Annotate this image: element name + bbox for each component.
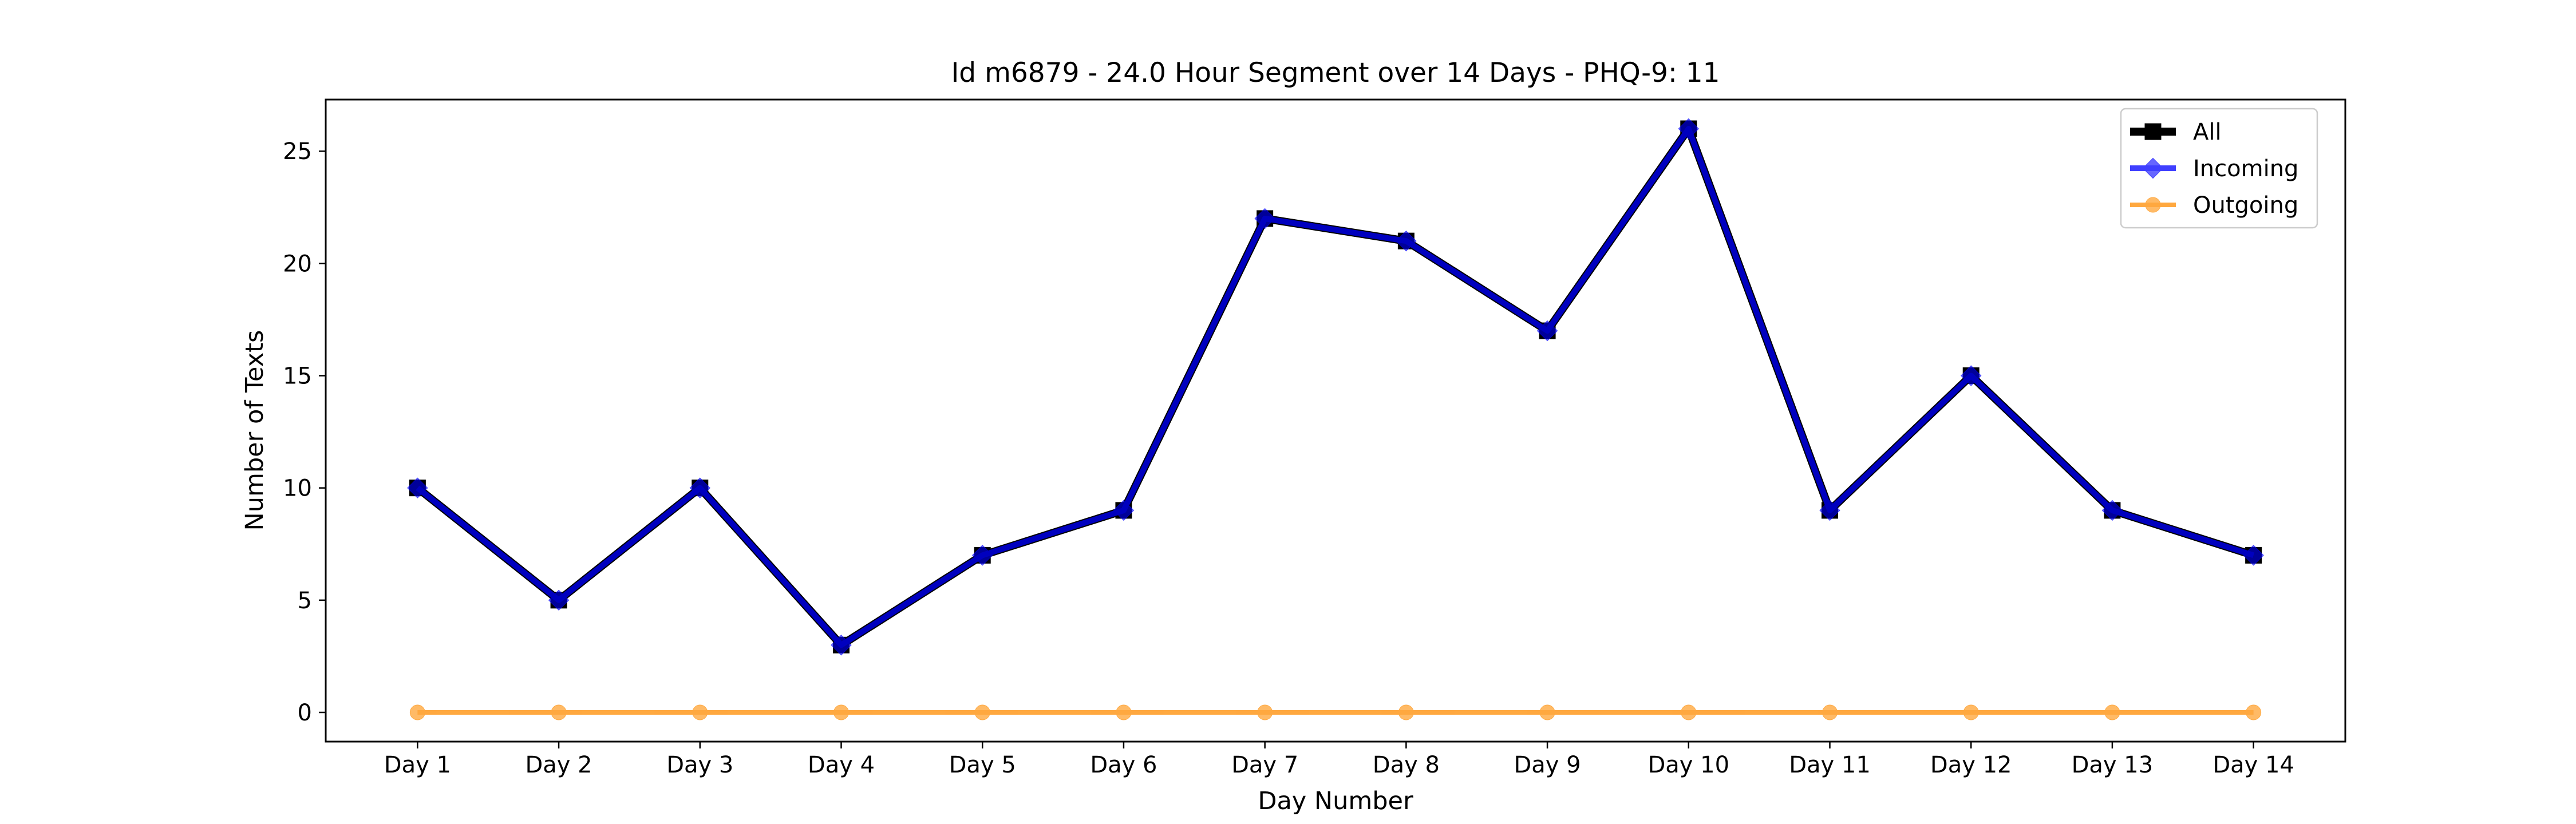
data-point-outgoing: [1116, 704, 1132, 720]
y-tick-label: 20: [283, 251, 312, 277]
x-tick-label: Day 3: [666, 752, 733, 778]
data-point-outgoing: [974, 704, 990, 720]
legend-swatch-incoming: [2130, 157, 2176, 179]
data-point-incoming: [407, 477, 428, 498]
x-tick-label: Day 7: [1231, 752, 1298, 778]
data-point-incoming: [1396, 230, 1417, 252]
data-point-outgoing: [2104, 704, 2120, 720]
legend-swatch-all: [2130, 123, 2176, 140]
y-tick-label: 10: [283, 476, 312, 502]
data-point-incoming: [1819, 500, 1840, 521]
legend-label-outgoing: Outgoing: [2193, 192, 2298, 219]
x-tick-label: Day 9: [1514, 752, 1581, 778]
data-point-incoming: [831, 635, 852, 656]
x-tick-label: Day 14: [2212, 752, 2294, 778]
series-line-incoming: [416, 126, 2255, 648]
series-line-all: [415, 125, 2255, 649]
x-tick-label: Day 8: [1373, 752, 1440, 778]
data-point-outgoing: [409, 704, 425, 720]
data-point-outgoing: [1822, 704, 1838, 720]
x-tick-label: Day 4: [808, 752, 875, 778]
data-point-outgoing: [833, 704, 850, 720]
data-point-outgoing: [692, 704, 708, 720]
data-point-incoming: [972, 545, 993, 566]
axes: Day 1 Day 2 Day 3 Day 4 Day 5 Day 6 Day 7 Day 8…: [283, 98, 2346, 778]
legend-marker-all: [2144, 123, 2162, 140]
series-incoming: [407, 118, 2264, 656]
data-point-outgoing: [2246, 704, 2262, 720]
data-point-outgoing: [551, 704, 567, 720]
x-tick-label: Day 13: [2072, 752, 2154, 778]
data-point-outgoing: [1257, 704, 1273, 720]
x-tick-label: Day 1: [384, 752, 451, 778]
x-tick-label: Day 5: [949, 752, 1016, 778]
x-tick-label: Day 10: [1647, 752, 1729, 778]
plot-area: [407, 118, 2264, 720]
x-tick-label: Day 2: [525, 752, 592, 778]
y-tick-label: 5: [298, 588, 312, 614]
legend-label-all: All: [2193, 119, 2222, 145]
legend-label-incoming: Incoming: [2193, 156, 2298, 182]
data-point-incoming: [2101, 500, 2123, 521]
legend-box: [2120, 108, 2318, 229]
x-axis-label: Day Number: [1258, 787, 1413, 815]
x-tick-label: Day 12: [1930, 752, 2012, 778]
x-tick-label: Day 11: [1789, 752, 1871, 778]
data-point-outgoing: [1539, 704, 1555, 720]
axes-frame: [325, 98, 2346, 743]
y-tick-label: 0: [298, 700, 312, 726]
chart-title: Id m6879 - 24.0 Hour Segment over 14 Day…: [951, 57, 1720, 89]
data-point-outgoing: [1963, 704, 1979, 720]
data-point-incoming: [1254, 208, 1275, 229]
data-point-incoming: [2243, 545, 2264, 566]
data-point-incoming: [548, 589, 570, 611]
legend-marker-outgoing: [2145, 197, 2161, 213]
data-point-incoming: [689, 477, 710, 498]
data-point-outgoing: [1398, 704, 1414, 720]
legend: All Incoming Outgoing: [2120, 108, 2318, 229]
legend-swatch-outgoing: [2130, 197, 2176, 213]
data-point-outgoing: [1681, 704, 1697, 720]
data-point-incoming: [1113, 500, 1135, 521]
data-point-incoming: [1961, 365, 1982, 386]
y-tick-label: 15: [283, 363, 312, 390]
y-tick-label: 25: [283, 138, 312, 165]
x-tick-label: Day 6: [1090, 752, 1157, 778]
data-point-incoming: [1536, 320, 1558, 342]
y-axis-label: Number of Texts: [240, 330, 269, 531]
legend-marker-incoming: [2142, 157, 2164, 179]
series-outgoing: [409, 704, 2262, 720]
data-point-incoming: [1678, 118, 1699, 140]
